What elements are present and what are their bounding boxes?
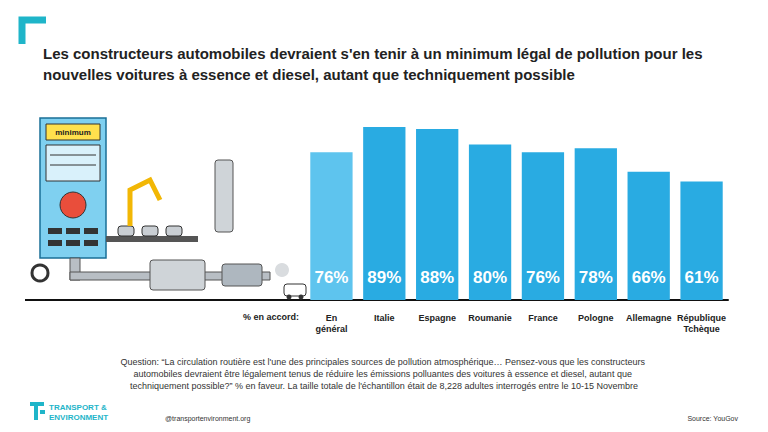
svg-text:80%: 80% [473, 268, 507, 287]
svg-text:66%: 66% [632, 268, 666, 287]
svg-text:Italie: Italie [374, 313, 395, 323]
svg-text:En: En [326, 313, 338, 323]
svg-text:automobiles devraient être lég: automobiles devraient être légalement te… [134, 369, 635, 379]
svg-text:TRANSPORT &: TRANSPORT & [49, 403, 107, 412]
svg-text:61%: 61% [685, 268, 719, 287]
svg-text:% en accord:: % en accord: [243, 312, 299, 322]
svg-text:78%: 78% [579, 268, 613, 287]
svg-text:76%: 76% [314, 268, 348, 287]
svg-text:Pologne: Pologne [578, 313, 614, 323]
svg-text:76%: 76% [526, 268, 560, 287]
svg-text:Question: “La circulation rout: Question: “La circulation routière est l… [120, 357, 647, 367]
svg-text:minimum: minimum [55, 128, 91, 137]
svg-text:République: République [677, 313, 726, 323]
svg-text:Espagne: Espagne [418, 313, 456, 323]
svg-text:général: général [315, 324, 347, 334]
svg-text:Tchèque: Tchèque [683, 324, 719, 334]
svg-text:Les constructeurs automobiles: Les constructeurs automobiles devraient … [43, 45, 707, 62]
svg-text:ENVIRONMENT: ENVIRONMENT [49, 413, 108, 422]
svg-text:Source: YouGov: Source: YouGov [687, 415, 738, 422]
svg-text:88%: 88% [420, 268, 454, 287]
svg-text:@transportenvironment.org: @transportenvironment.org [165, 415, 250, 423]
svg-text:Allemagne: Allemagne [626, 313, 672, 323]
svg-text:France: France [528, 313, 558, 323]
svg-text:nouvelles voitures à essence e: nouvelles voitures à essence et diesel, … [43, 66, 575, 83]
svg-text:techniquement possible?” % en: techniquement possible?” % en faveur. La… [130, 381, 638, 391]
svg-text:89%: 89% [367, 268, 401, 287]
svg-text:Roumanie: Roumanie [468, 313, 512, 323]
